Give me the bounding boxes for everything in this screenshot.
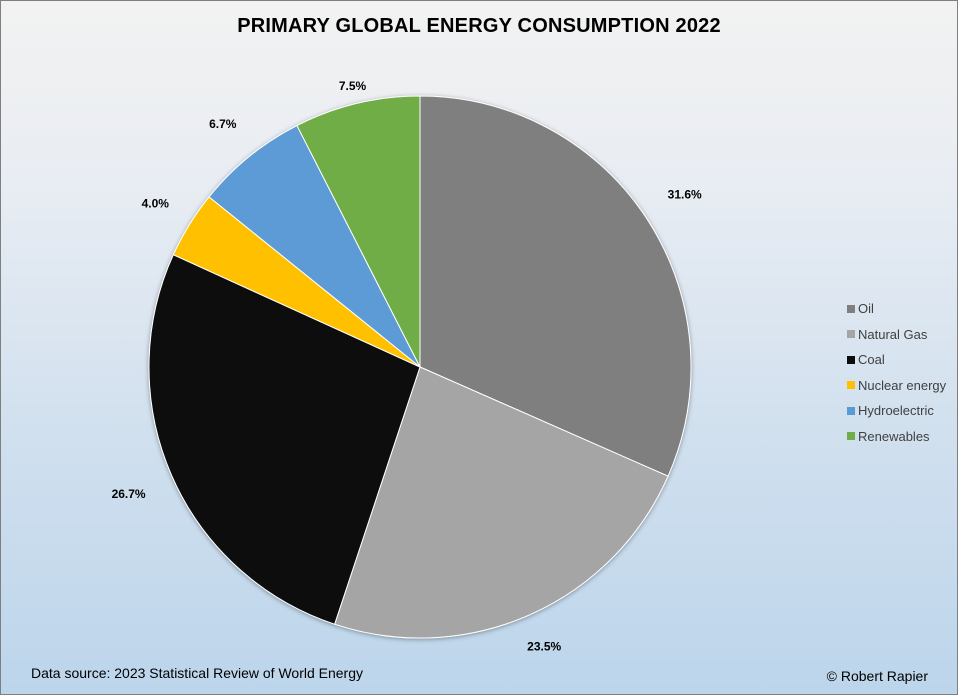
legend-label: Hydroelectric	[858, 403, 934, 419]
legend-label: Natural Gas	[858, 326, 928, 342]
legend-item-renewables: Renewables	[847, 424, 946, 450]
data-label-renewables: 7.5%	[339, 79, 367, 93]
data-source-note: Data source: 2023 Statistical Review of …	[31, 665, 364, 681]
pie-slice-oil	[419, 95, 692, 477]
data-label-natural-gas: 23.5%	[527, 640, 561, 654]
pie-slice-natural-gas	[334, 366, 669, 639]
data-label-nuclear-energy: 4.0%	[142, 197, 170, 211]
legend-item-nuclear-energy: Nuclear energy	[847, 373, 946, 399]
legend-swatch	[847, 406, 855, 415]
legend-item-coal: Coal	[847, 347, 946, 373]
legend-swatch	[847, 432, 855, 441]
legend-label: Coal	[858, 352, 885, 368]
legend-swatch	[847, 330, 855, 339]
data-label-coal: 26.7%	[112, 487, 146, 501]
chart-title: PRIMARY GLOBAL ENERGY CONSUMPTION 2022	[237, 15, 721, 37]
data-label-hydroelectric: 6.7%	[209, 117, 237, 131]
pie-slice-renewables	[296, 95, 421, 368]
pie-slice-coal	[148, 254, 421, 625]
data-label-oil: 31.6%	[668, 187, 702, 201]
legend-swatch	[847, 304, 855, 313]
copyright-credit: © Robert Rapier	[826, 668, 928, 684]
legend-item-hydroelectric: Hydroelectric	[847, 398, 946, 424]
legend-label: Oil	[858, 301, 874, 317]
legend-item-oil: Oil	[847, 296, 946, 322]
legend-label: Nuclear energy	[858, 377, 947, 393]
legend-item-natural-gas: Natural Gas	[847, 322, 946, 348]
pie-slice-hydroelectric	[208, 124, 421, 368]
legend-label: Renewables	[858, 428, 930, 444]
legend-swatch	[847, 355, 855, 364]
chart-legend: Oil Natural Gas Coal Nuclear energy Hydroele…	[847, 296, 946, 449]
legend-swatch	[847, 381, 855, 390]
